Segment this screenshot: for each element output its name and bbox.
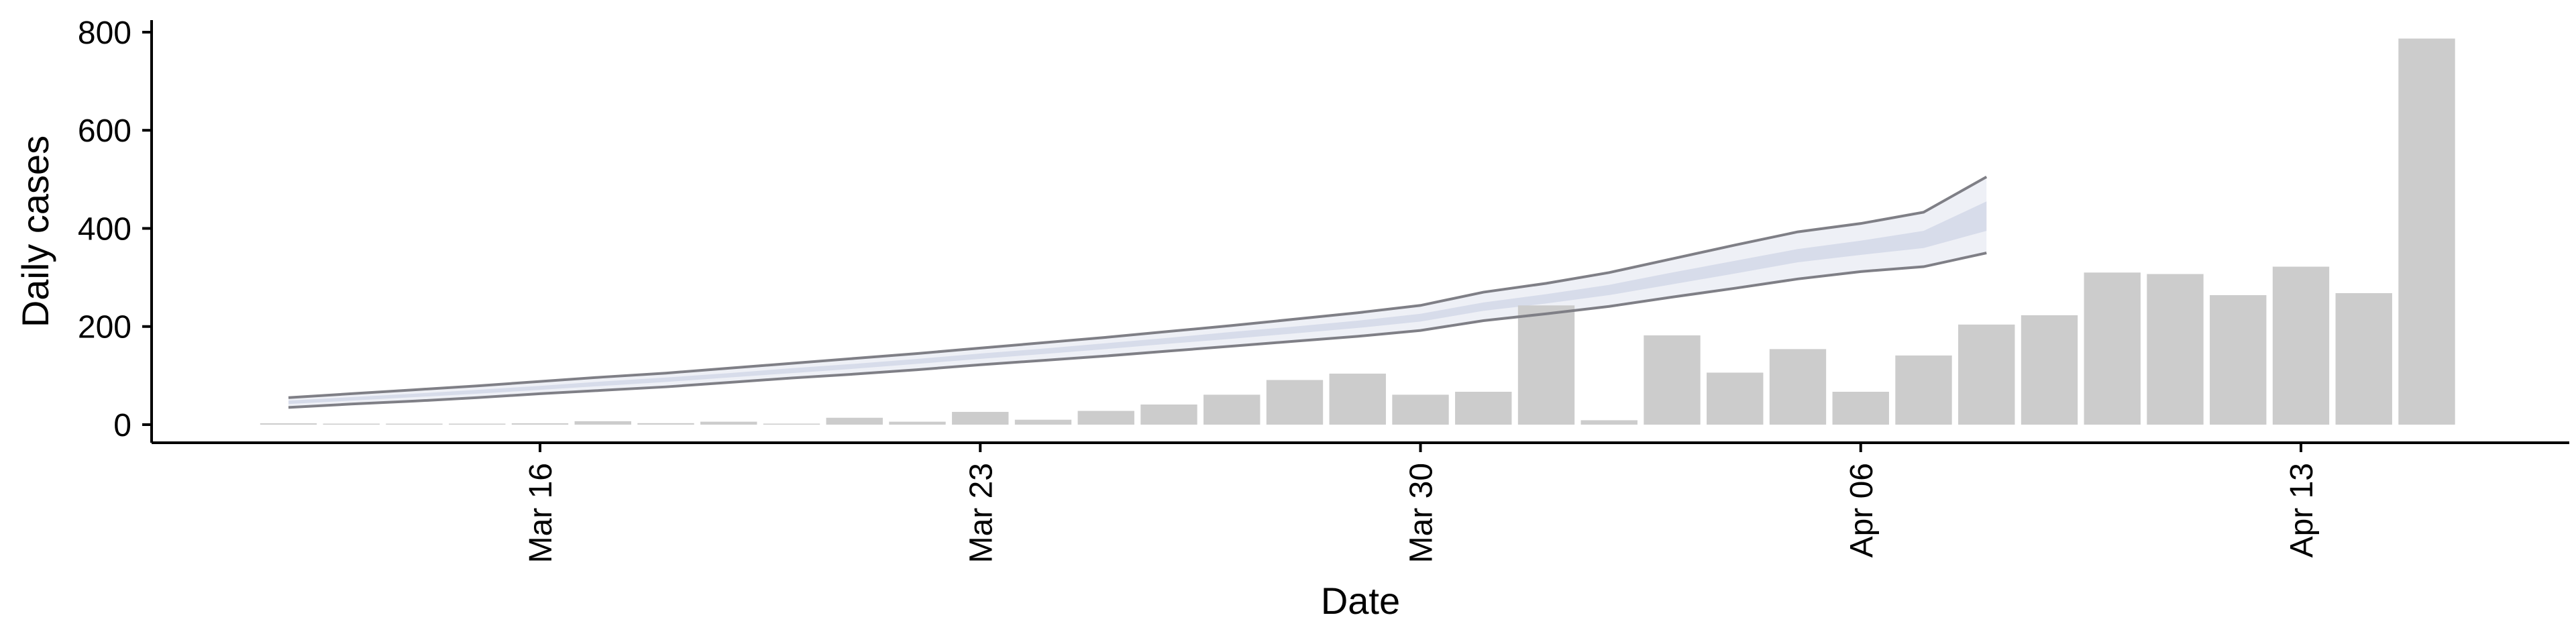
bar bbox=[2147, 274, 2204, 425]
bar bbox=[1958, 324, 2015, 425]
bar bbox=[2021, 315, 2078, 425]
bar bbox=[1329, 373, 1386, 425]
bar bbox=[323, 423, 380, 425]
y-tick-label: 0 bbox=[113, 408, 131, 443]
bar bbox=[1203, 394, 1260, 425]
bar bbox=[1455, 392, 1512, 425]
y-tick-label: 400 bbox=[78, 211, 131, 247]
bar bbox=[1140, 405, 1197, 425]
x-tick-label: Mar 16 bbox=[523, 463, 559, 563]
bar bbox=[1517, 305, 1575, 425]
bar bbox=[952, 411, 1009, 425]
x-axis-title: Date bbox=[1321, 580, 1400, 622]
bar bbox=[386, 423, 443, 425]
bar bbox=[1266, 380, 1324, 425]
bar bbox=[2210, 294, 2267, 425]
bar bbox=[1392, 394, 1449, 425]
bar bbox=[889, 421, 946, 425]
bar bbox=[2335, 293, 2392, 425]
y-tick-label: 600 bbox=[78, 113, 131, 149]
forecast-lines bbox=[288, 175, 1988, 409]
axes bbox=[150, 20, 2569, 444]
bar bbox=[1707, 372, 1764, 425]
bar bbox=[1644, 335, 1701, 425]
bar bbox=[1895, 355, 1952, 425]
bar bbox=[1769, 349, 1827, 425]
bar bbox=[511, 423, 569, 425]
y-axis-title: Daily cases bbox=[14, 136, 56, 327]
bar bbox=[2084, 272, 2141, 425]
bar bbox=[763, 423, 820, 425]
bars-group bbox=[260, 38, 2455, 425]
bar bbox=[1580, 420, 1638, 425]
forecast-lower-line bbox=[288, 252, 1987, 409]
bar bbox=[449, 423, 506, 425]
bar bbox=[2272, 266, 2330, 425]
x-ticks: Mar 16 Mar 23 Mar 30 Apr 06 Apr 13 bbox=[523, 443, 2320, 563]
bar bbox=[2398, 38, 2455, 425]
forecast-bands bbox=[288, 176, 1987, 408]
bar bbox=[1014, 419, 1072, 425]
bar bbox=[1832, 392, 1889, 425]
y-tick-label: 200 bbox=[78, 310, 131, 345]
bar bbox=[826, 417, 883, 425]
bar bbox=[1077, 411, 1134, 425]
x-tick-label: Mar 23 bbox=[963, 463, 999, 563]
forecast-upper-line bbox=[288, 175, 1988, 399]
x-tick-label: Mar 30 bbox=[1404, 463, 1440, 563]
x-tick-label: Apr 06 bbox=[1844, 463, 1880, 557]
bar bbox=[637, 423, 694, 425]
y-ticks: 0 200 400 600 800 bbox=[78, 15, 152, 443]
bar bbox=[700, 421, 757, 425]
bar bbox=[574, 421, 631, 425]
bar bbox=[260, 423, 317, 425]
y-tick-label: 800 bbox=[78, 15, 131, 51]
forecast-outer-band bbox=[288, 176, 1987, 408]
x-tick-label: Apr 13 bbox=[2284, 463, 2320, 557]
